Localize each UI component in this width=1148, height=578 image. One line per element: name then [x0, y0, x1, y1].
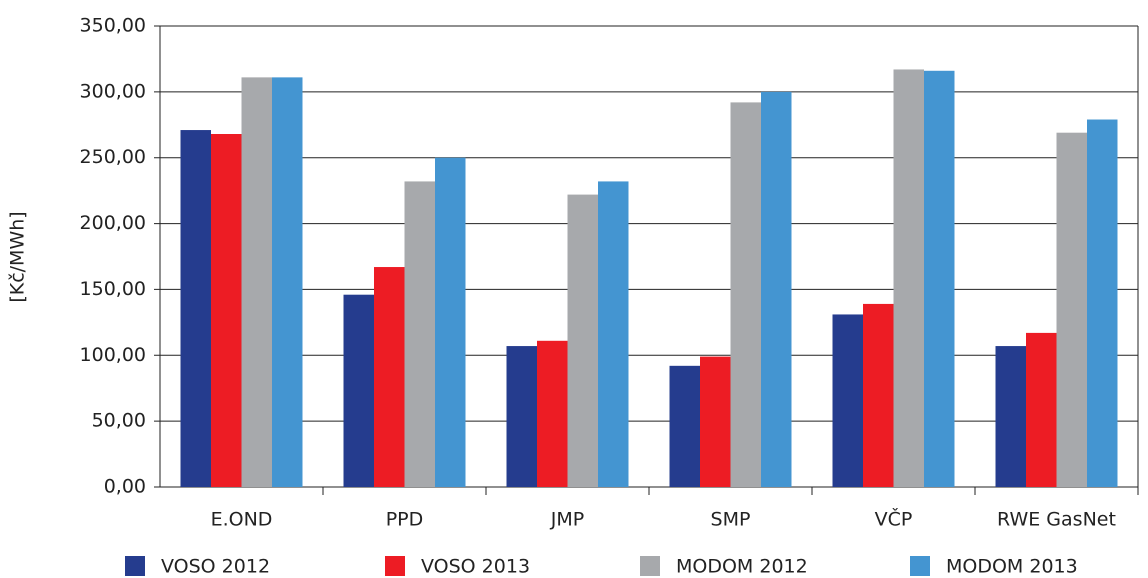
bar	[598, 181, 629, 487]
x-tick-label: RWE GasNet	[997, 509, 1116, 531]
x-tick-label: VČP	[875, 507, 913, 531]
legend-swatch	[910, 556, 930, 576]
legend-label: MODOM 2012	[676, 556, 808, 578]
legend-label: VOSO 2013	[421, 556, 530, 578]
bar	[272, 77, 303, 488]
bar	[832, 314, 863, 487]
bar	[374, 267, 405, 487]
bar	[343, 294, 374, 487]
bar	[404, 181, 435, 487]
legend-label: MODOM 2013	[946, 556, 1078, 578]
legend-swatch	[640, 556, 660, 576]
bar	[435, 157, 466, 487]
y-tick-label: 250,00	[80, 146, 146, 168]
y-tick-label: 100,00	[80, 344, 146, 366]
bar	[1087, 119, 1118, 487]
bar	[1026, 332, 1057, 487]
bar	[1056, 132, 1087, 487]
bar	[893, 69, 924, 488]
bar	[863, 303, 894, 487]
bar	[700, 356, 731, 487]
y-tick-label: 150,00	[80, 278, 146, 300]
y-tick-label: 200,00	[80, 212, 146, 234]
legend-swatch	[385, 556, 405, 576]
y-tick-label: 50,00	[92, 410, 146, 432]
x-tick-label: JMP	[550, 509, 584, 531]
x-tick-label: SMP	[711, 509, 751, 531]
bar	[761, 91, 792, 487]
x-tick-label: E.OND	[211, 509, 273, 531]
bar	[567, 194, 598, 487]
bar	[506, 346, 537, 487]
bar	[995, 346, 1026, 487]
bar	[211, 134, 242, 487]
bar	[924, 70, 955, 487]
y-tick-label: 350,00	[80, 15, 146, 37]
bar	[241, 77, 272, 488]
bar	[669, 365, 700, 487]
x-tick-label: PPD	[386, 509, 424, 531]
legend-swatch	[125, 556, 145, 576]
y-tick-label: 0,00	[104, 476, 146, 498]
bar	[730, 102, 761, 487]
bar	[180, 130, 211, 487]
legend-label: VOSO 2012	[161, 556, 270, 578]
bar	[537, 340, 568, 487]
y-tick-label: 300,00	[80, 80, 146, 102]
y-axis-label: [Kč/MWh]	[7, 211, 29, 302]
